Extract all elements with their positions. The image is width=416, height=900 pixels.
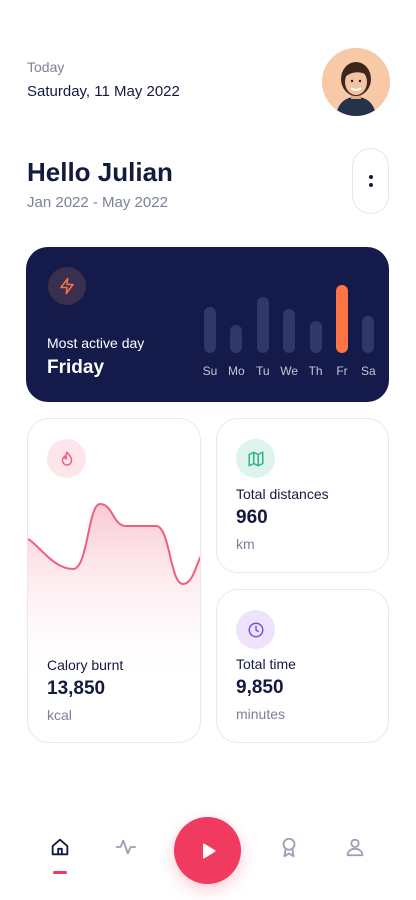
nav-active-indicator — [53, 871, 67, 874]
day-label-mo: Mo — [228, 364, 245, 378]
most-active-day-card[interactable]: Most active day Friday Su Mo Tu We Th Fr Sa — [26, 247, 389, 402]
calory-unit: kcal — [47, 707, 72, 723]
play-icon — [202, 843, 215, 858]
most-active-day-value: Friday — [47, 357, 105, 378]
activity-icon[interactable] — [114, 835, 138, 859]
more-options-button[interactable] — [352, 148, 389, 214]
calory-value: 13,850 — [47, 678, 106, 699]
day-label-th: Th — [308, 364, 323, 378]
day-label-sa: Sa — [361, 364, 376, 378]
distance-card[interactable]: Total distances 960 km — [216, 418, 389, 573]
avatar-image — [322, 48, 390, 116]
time-card[interactable]: Total time 9,850 minutes — [216, 589, 389, 743]
more-dot-icon — [368, 175, 373, 179]
bottom-navigation — [0, 815, 416, 885]
more-dot-icon — [368, 183, 373, 187]
map-icon — [236, 439, 275, 478]
day-label-su: Su — [202, 364, 218, 378]
activity-bar-th — [309, 321, 322, 353]
day-label-we: We — [280, 364, 299, 378]
day-label-tu: Tu — [256, 364, 270, 378]
distance-title: Total distances — [236, 486, 329, 502]
time-value: 9,850 — [236, 677, 284, 698]
calory-card[interactable]: Calory burnt 13,850 kcal — [27, 418, 201, 743]
home-icon[interactable] — [48, 835, 72, 859]
calory-trend-wave — [28, 502, 200, 689]
time-title: Total time — [236, 656, 296, 672]
bolt-icon — [48, 267, 86, 305]
date-value: Saturday, 11 May 2022 — [27, 83, 180, 100]
most-active-day-label: Most active day — [47, 335, 145, 351]
activity-bar-tu — [256, 297, 269, 353]
weekly-activity-bars — [198, 267, 378, 353]
activity-bar-su — [204, 307, 216, 353]
date-range: Jan 2022 - May 2022 — [27, 194, 168, 211]
date-label: Today — [27, 59, 65, 75]
distance-value: 960 — [236, 507, 268, 528]
greeting-title: Hello Julian — [27, 157, 173, 187]
calory-title: Calory burnt — [47, 657, 124, 673]
activity-bar-we — [283, 309, 296, 353]
activity-bar-fr — [336, 285, 348, 353]
award-icon[interactable] — [277, 835, 301, 859]
distance-unit: km — [236, 536, 255, 552]
clock-icon — [236, 610, 275, 649]
activity-bar-sa — [362, 316, 375, 353]
profile-icon[interactable] — [343, 835, 367, 859]
time-unit: minutes — [236, 706, 286, 722]
play-button[interactable] — [174, 817, 241, 884]
activity-bar-mo — [230, 325, 243, 353]
fire-icon — [47, 439, 86, 478]
avatar[interactable] — [322, 48, 390, 116]
day-label-fr: Fr — [336, 364, 348, 378]
